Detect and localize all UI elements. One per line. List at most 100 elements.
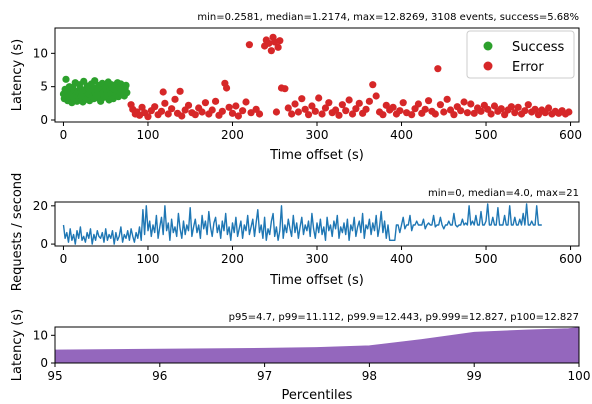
latency-y-tick-label: 10 — [33, 46, 48, 60]
error-point — [151, 103, 159, 111]
error-point — [294, 108, 303, 116]
latency-x-axis-label: Time offset (s) — [269, 148, 364, 163]
latency-x-ticks: 0 100 200 300 400 500 600 — [60, 122, 582, 142]
error-point — [531, 105, 539, 113]
error-point — [544, 104, 553, 112]
error-point — [431, 110, 439, 118]
latency-x-tick-label: 400 — [390, 128, 413, 142]
error-point — [168, 105, 176, 113]
success-point — [91, 77, 99, 85]
error-point — [421, 105, 429, 113]
legend-success-marker — [483, 41, 493, 51]
error-point — [436, 101, 444, 109]
requests-y-ticks: 0 20 — [33, 199, 55, 251]
error-point — [450, 111, 458, 119]
requests-x-tick-label: 300 — [306, 252, 329, 266]
legend-success-label: Success — [512, 40, 565, 55]
error-point — [276, 37, 284, 45]
error-point — [338, 101, 346, 109]
error-point — [365, 97, 373, 105]
error-point — [467, 100, 475, 108]
success-point — [62, 75, 70, 83]
error-point — [208, 106, 216, 114]
error-point — [157, 107, 166, 115]
latency-y-axis-label: Latency (s) — [10, 39, 25, 111]
error-point — [304, 111, 313, 119]
percentiles-x-tick-label: 97 — [257, 369, 272, 383]
error-point — [164, 110, 172, 118]
latency-stats-label: min=0.2581, median=1.2174, max=12.8269, … — [197, 12, 579, 23]
error-point — [414, 100, 423, 108]
percentiles-y-tick-label: 0 — [40, 356, 48, 370]
requests-line-chart: min=0, median=4.0, max=21 0 100 200 300 400 5… — [10, 173, 582, 292]
error-point — [490, 102, 499, 110]
requests-x-tick-label: 500 — [475, 252, 498, 266]
latency-legend: Success Error — [466, 30, 575, 79]
error-point — [369, 81, 377, 89]
percentiles-y-tick-label: 10 — [33, 328, 48, 342]
percentiles-area-fill — [54, 327, 580, 364]
latency-y-tick-label: 5 — [40, 80, 48, 94]
requests-x-tick-label: 100 — [137, 252, 160, 266]
error-point — [507, 103, 515, 111]
percentiles-x-tick-label: 95 — [47, 369, 62, 383]
error-point — [144, 113, 152, 121]
error-point — [228, 109, 237, 117]
requests-x-tick-label: 0 — [60, 252, 68, 266]
error-point — [497, 105, 505, 113]
error-point — [298, 95, 306, 103]
error-point — [345, 96, 353, 104]
percentiles-area-marks — [54, 327, 580, 364]
requests-x-axis-label: Time offset (s) — [269, 273, 364, 288]
error-point — [440, 108, 448, 116]
percentiles-x-tick-label: 98 — [362, 369, 377, 383]
error-point — [178, 112, 186, 120]
error-point — [222, 84, 231, 92]
error-point — [318, 110, 326, 118]
error-point — [159, 88, 167, 96]
error-point — [511, 109, 519, 117]
latency-x-tick-label: 300 — [306, 128, 329, 142]
requests-x-tick-label: 600 — [559, 252, 582, 266]
success-point — [122, 81, 130, 89]
error-point — [521, 107, 529, 115]
error-point — [325, 99, 333, 107]
error-point — [565, 108, 573, 116]
error-point — [171, 95, 179, 103]
percentiles-x-tick-label: 99 — [467, 369, 482, 383]
percentiles-stats-label: p95=4.7, p99=11.112, p99.9=12.443, p9.99… — [229, 312, 579, 323]
percentiles-plot-frame — [54, 326, 580, 364]
error-point — [335, 111, 343, 119]
latency-x-tick-label: 0 — [60, 128, 68, 142]
error-point — [348, 110, 357, 118]
error-point — [379, 111, 387, 119]
requests-stats-label: min=0, median=4.0, max=21 — [428, 188, 579, 199]
series-success — [59, 75, 131, 107]
percentiles-x-ticks: 95 96 97 98 99 100 — [47, 363, 590, 383]
error-point — [399, 99, 407, 107]
percentiles-x-tick-label: 96 — [152, 369, 167, 383]
requests-y-tick-label: 20 — [33, 199, 48, 213]
error-point — [514, 103, 522, 111]
error-point — [457, 107, 465, 115]
requests-y-tick-label: 0 — [40, 237, 48, 251]
latency-x-tick-label: 200 — [221, 128, 244, 142]
error-point — [265, 39, 273, 47]
error-point — [524, 101, 532, 109]
requests-x-ticks: 0 100 200 300 400 500 600 — [60, 246, 582, 266]
latency-scatter-chart: min=0.2581, median=1.2174, max=12.8269, … — [10, 12, 582, 163]
percentiles-x-tick-label: 100 — [568, 369, 591, 383]
error-point — [311, 107, 319, 115]
error-point — [470, 109, 478, 117]
error-point — [342, 107, 350, 115]
error-point — [331, 106, 340, 114]
error-point — [477, 107, 485, 115]
error-point — [161, 99, 169, 107]
percentiles-y-ticks: 0 10 — [33, 328, 55, 370]
error-point — [218, 107, 226, 115]
requests-series-line — [62, 203, 542, 245]
latency-y-ticks: 0 5 10 — [33, 46, 55, 127]
error-point — [255, 110, 264, 118]
error-point — [198, 108, 206, 116]
legend-error-marker — [483, 61, 493, 71]
